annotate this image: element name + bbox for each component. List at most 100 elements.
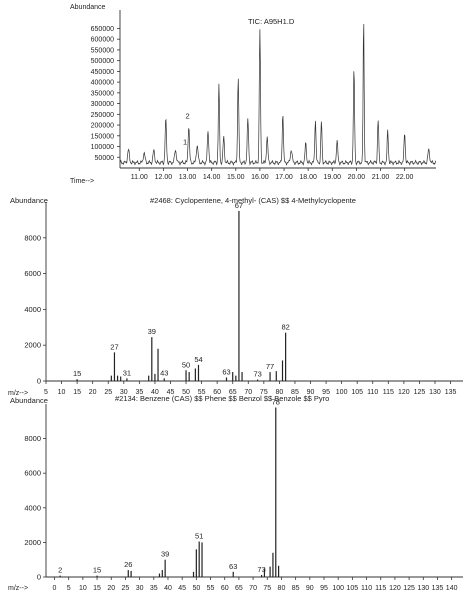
spectrum1-x-tick-label: 90 <box>307 389 315 396</box>
spectrum2-y-tick-label: 2000 <box>24 538 41 547</box>
tic-y-tick-label: 300000 <box>91 101 114 108</box>
spectrum1-x-tick-label: 20 <box>89 389 97 396</box>
spectrum2-x-axis-label: m/z--> <box>8 585 28 592</box>
spectrum2-x-tick-label: 15 <box>93 585 101 592</box>
tic-y-tick-label: 200000 <box>91 123 114 130</box>
spectrum1-x-ticks: 5 10 15 20 25 30 35 40 45 50 55 60 65 70 75 80 85 90 95 100… <box>44 381 456 396</box>
spectrum1-x-tick-label: 65 <box>229 389 237 396</box>
spectrum2-x-tick-label: 50 <box>192 585 200 592</box>
spectrum2-y-tick-label: 0 <box>37 573 41 582</box>
spectrum2-peak-label: 73 <box>257 565 265 574</box>
tic-y-axis-label: Abundance <box>70 4 106 11</box>
spectrum1-x-tick-label: 125 <box>414 389 426 396</box>
spectrum2-peak-label: 78 <box>272 397 280 406</box>
spectrum1-peak-label: 67 <box>235 201 243 210</box>
tic-x-ticks: 11.00 12.00 13.00 14.00 15.00 16.00 17.00 18.00… <box>131 168 413 181</box>
tic-x-tick-label: 18.00 <box>299 174 317 181</box>
spectrum2-x-tick-label: 10 <box>79 585 87 592</box>
spectrum1-y-ticks: 8000 6000 4000 2000 0 <box>24 233 46 386</box>
tic-y-tick-label: 450000 <box>91 69 114 76</box>
spectrum2-x-tick-label: 140 <box>446 585 458 592</box>
spectrum2-x-tick-label: 5 <box>67 585 71 592</box>
spectrum1-peak-labels: 15 27 31 39 43 50 54 63 67 73 77 82 <box>73 201 290 379</box>
cyclopentene-spectrum-panel: Abundance #2468: Cyclopentene, 4-methyl-… <box>8 196 463 397</box>
spectrum1-y-axis-label: Abundance <box>10 196 48 205</box>
spectrum2-x-tick-label: 95 <box>320 585 328 592</box>
tic-x-tick-label: 13.00 <box>179 174 197 181</box>
tic-y-tick-label: 550000 <box>91 47 114 54</box>
spectrum1-x-tick-label: 35 <box>135 389 143 396</box>
tic-trace-line <box>119 23 437 166</box>
spectrum1-x-tick-label: 75 <box>260 389 268 396</box>
spectrum2-x-tick-label: 55 <box>207 585 215 592</box>
spectrum1-x-tick-label: 50 <box>182 389 190 396</box>
spectrum2-y-tick-label: 6000 <box>24 469 41 478</box>
tic-y-tick-label: 150000 <box>91 133 114 140</box>
tic-y-tick-label: 400000 <box>91 80 114 87</box>
tic-axes <box>119 10 436 169</box>
tic-y-tick-label: 100000 <box>91 144 114 151</box>
spectrum1-x-tick-label: 70 <box>244 389 252 396</box>
spectrum1-y-tick-label: 0 <box>37 377 41 386</box>
tic-x-tick-label: 21.00 <box>372 174 390 181</box>
spectrum1-peaks <box>76 210 287 381</box>
spectrum1-peak-label: 73 <box>253 370 261 379</box>
tic-annotations: 21 <box>183 112 190 147</box>
spectrum1-x-tick-label: 120 <box>398 389 410 396</box>
spectrum2-y-axis-label: Abundance <box>10 396 48 405</box>
spectrum2-x-tick-label: 25 <box>122 585 130 592</box>
tic-x-tick-label: 11.00 <box>131 174 148 181</box>
spectrum1-x-tick-label: 25 <box>104 389 112 396</box>
spectrum1-x-tick-label: 55 <box>198 389 206 396</box>
spectrum1-x-tick-label: 10 <box>58 389 66 396</box>
spectrum2-x-tick-label: 70 <box>249 585 257 592</box>
spectrum2-x-tick-label: 110 <box>361 585 372 592</box>
spectrum1-x-tick-label: 105 <box>351 389 363 396</box>
spectrum2-peak-label: 15 <box>93 566 101 575</box>
spectrum1-peak-label: 39 <box>148 327 156 336</box>
spectrum2-x-tick-label: 20 <box>107 585 115 592</box>
spectrum1-x-tick-label: 85 <box>291 389 299 396</box>
spectrum1-title: #2468: Cyclopentene, 4-methyl- (CAS) $$ … <box>150 196 356 205</box>
spectrum1-x-tick-label: 130 <box>429 389 441 396</box>
spectrum2-x-ticks: 0 5 10 15 20 25 30 35 40 45 50 55 60 65 70 75 80 85 90 95 10… <box>53 577 458 592</box>
spectrum1-peak-label: 43 <box>160 368 168 377</box>
spectrum1-peak-label: 50 <box>182 360 190 369</box>
tic-x-tick-label: 12.00 <box>155 174 173 181</box>
spectrum2-axes <box>45 404 463 578</box>
spectrum2-peaks <box>59 407 280 577</box>
tic-y-tick-label: 500000 <box>91 58 114 65</box>
spectrum2-x-tick-label: 115 <box>375 585 386 592</box>
spectrum2-x-tick-label: 30 <box>136 585 144 592</box>
spectrum2-x-tick-label: 130 <box>417 585 429 592</box>
spectrum1-x-tick-label: 95 <box>322 389 330 396</box>
spectrum2-x-tick-label: 35 <box>150 585 158 592</box>
spectrum2-y-ticks: 8000 6000 4000 2000 0 <box>24 434 46 582</box>
tic-y-tick-label: 250000 <box>91 112 114 119</box>
spectrum1-peak-label: 15 <box>73 369 81 378</box>
spectrum1-x-tick-label: 110 <box>367 389 378 396</box>
tic-y-tick-label: 350000 <box>91 90 114 97</box>
spectrum2-title: #2134: Benzene (CAS) $$ Phene $$ Benzol … <box>115 394 329 403</box>
spectrum2-x-tick-label: 120 <box>389 585 401 592</box>
spectrum1-axes <box>45 202 463 382</box>
tic-x-tick-label: 16.00 <box>251 174 269 181</box>
spectrum1-x-tick-label: 40 <box>151 389 159 396</box>
spectrum1-x-tick-label: 45 <box>167 389 175 396</box>
spectrum1-x-tick-label: 5 <box>44 389 48 396</box>
tic-x-tick-label: 20.00 <box>348 174 366 181</box>
spectrum2-x-tick-label: 40 <box>164 585 172 592</box>
spectrum1-x-tick-label: 60 <box>213 389 221 396</box>
spectrum2-peak-label: 63 <box>229 562 237 571</box>
tic-chart-title: TIC: A95H1.D <box>248 17 295 26</box>
tic-x-tick-label: 14.00 <box>203 174 221 181</box>
spectrum2-peak-labels: 2 15 26 39 51 63 73 78 <box>58 397 280 574</box>
spectrum2-peak-label: 2 <box>58 566 62 575</box>
spectrum2-x-tick-label: 85 <box>292 585 300 592</box>
spectrum1-peak-label: 77 <box>266 362 274 371</box>
tic-peak-annotation: 1 <box>183 137 187 146</box>
spectrum1-x-tick-label: 30 <box>120 389 128 396</box>
spectrum1-x-tick-label: 135 <box>445 389 457 396</box>
spectrum1-peak-label: 54 <box>194 355 202 364</box>
